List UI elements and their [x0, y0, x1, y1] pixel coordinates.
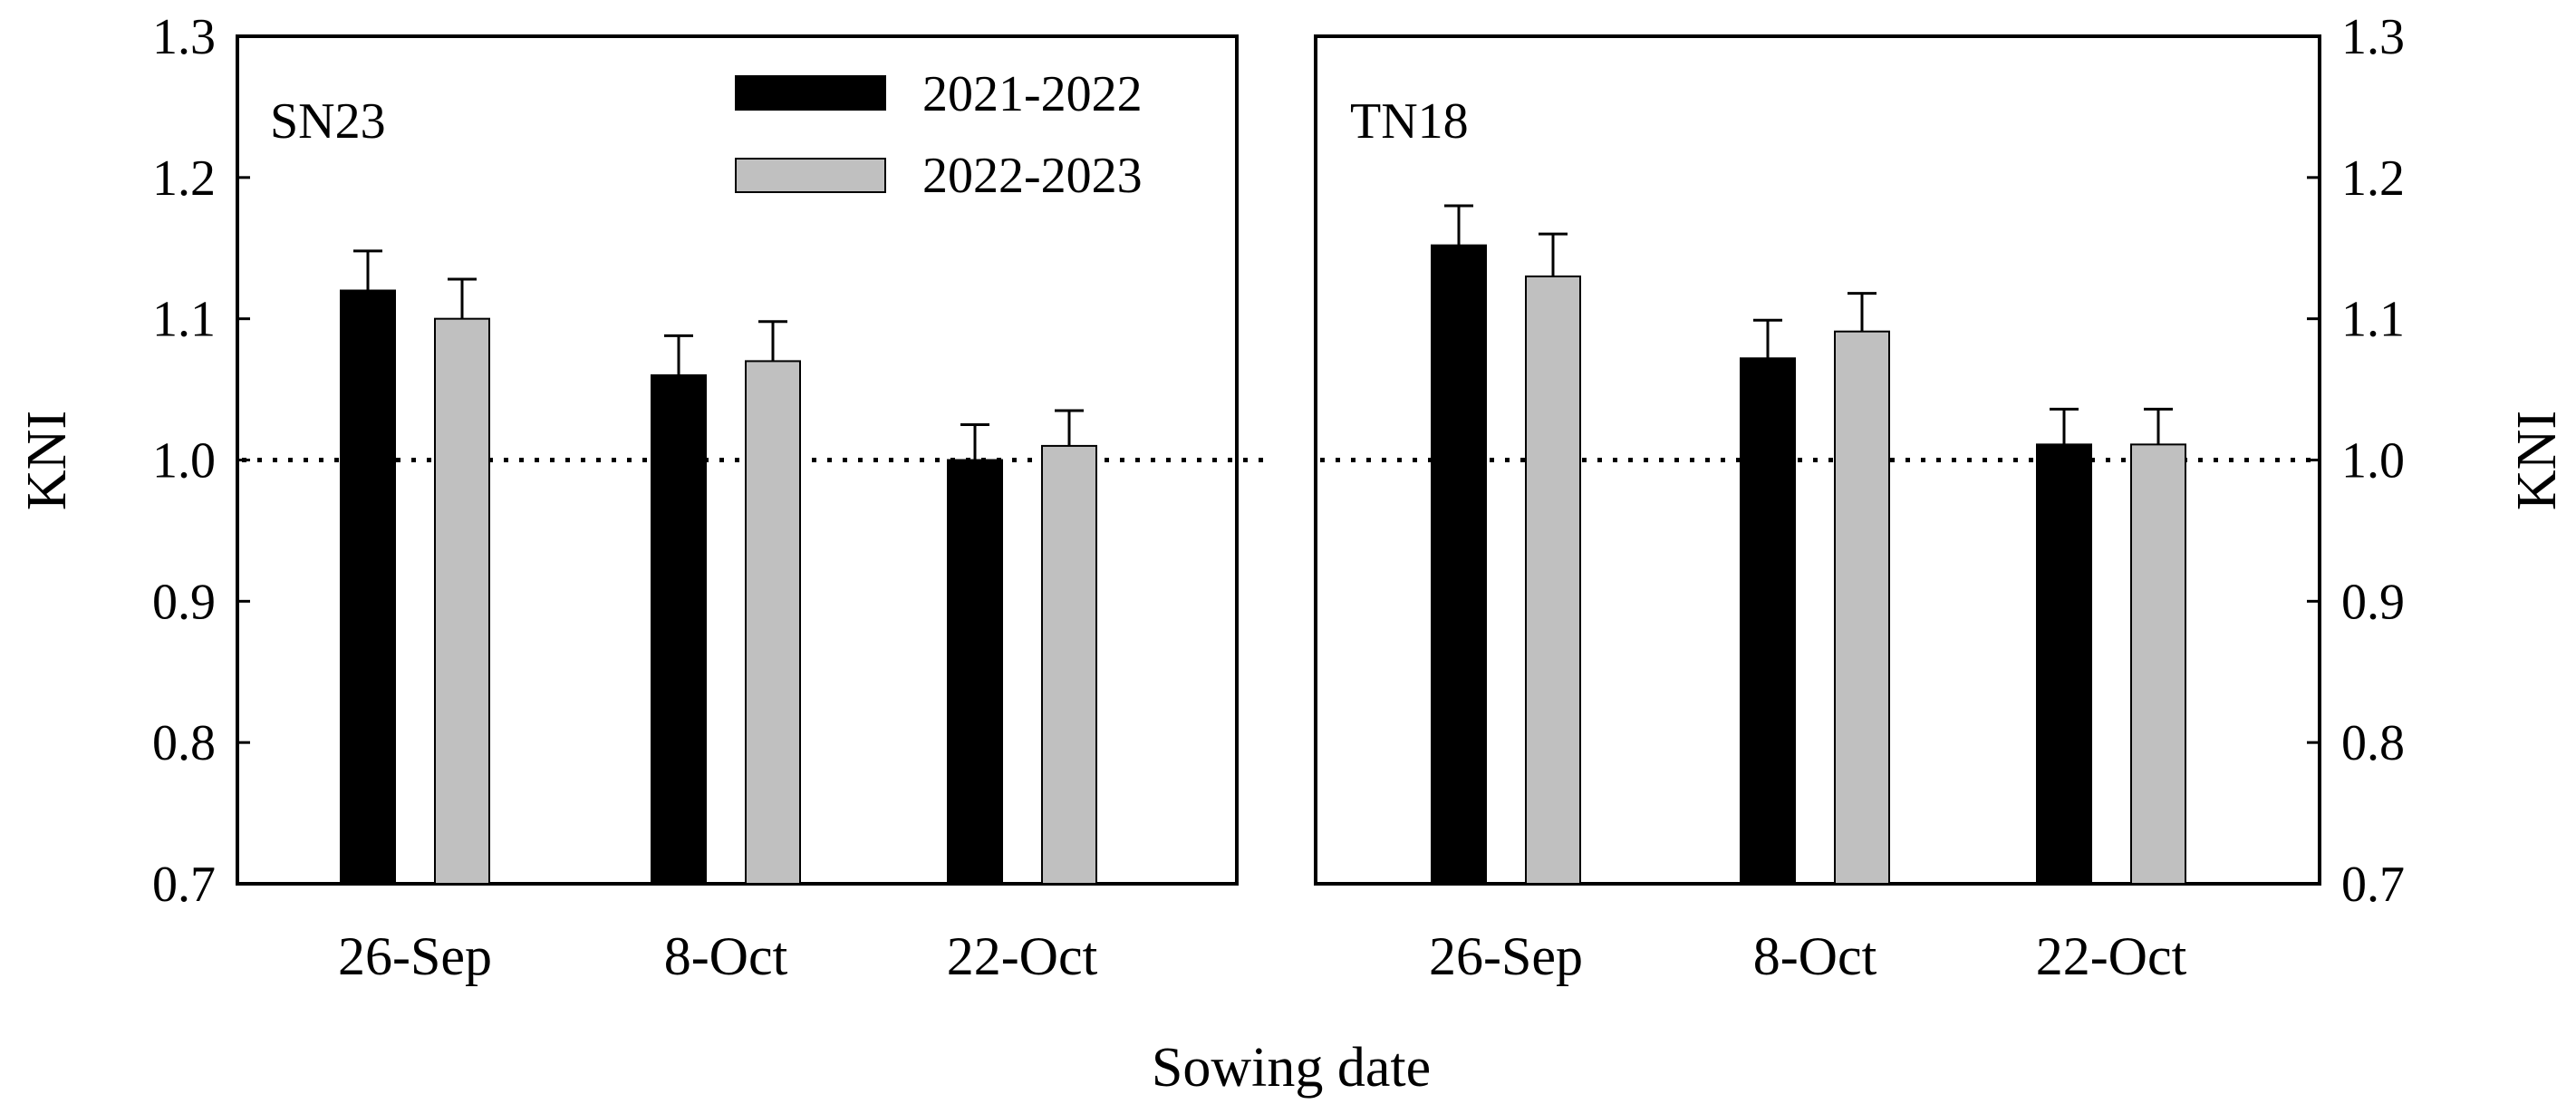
chart-marks — [340, 204, 2186, 886]
y-tick-label-right-0-7: 0.7 — [2341, 857, 2405, 913]
y-tick-label-left-0-7: 0.7 — [152, 857, 216, 913]
panel-label-sn23: SN23 — [270, 93, 386, 150]
y-tick-label-right-1-0: 1.0 — [2341, 433, 2405, 489]
y-tick-label-right-1-3: 1.3 — [2341, 9, 2405, 65]
bar-sn23-2022-2023-8-oct — [745, 360, 801, 885]
x-tick-label-sn23-26-sep: 26-Sep — [338, 926, 492, 986]
y-tick-label-right-0-9: 0.9 — [2341, 574, 2405, 630]
bar-tn18-2021-2022-8-oct — [1740, 357, 1796, 885]
legend-label-2022-2023: 2022-2023 — [922, 148, 1143, 204]
legend: 2021-2022 2022-2023 — [735, 66, 1143, 204]
bar-tn18-2022-2023-26-sep — [1525, 275, 1581, 885]
bar-sn23-2022-2023-26-sep — [434, 317, 490, 885]
x-tick-labels: 26-Sep 8-Oct 22-Oct 26-Sep 8-Oct 22-Oct — [338, 926, 2187, 986]
x-tick-label-sn23-22-oct: 22-Oct — [947, 926, 1098, 986]
x-tick-label-tn18-8-oct: 8-Oct — [1753, 926, 1877, 986]
x-tick-label-tn18-26-sep: 26-Sep — [1429, 926, 1583, 986]
x-tick-label-sn23-8-oct: 8-Oct — [664, 926, 788, 986]
y-tick-label-right-0-8: 0.8 — [2341, 715, 2405, 771]
y-tick-label-right-1-2: 1.2 — [2341, 150, 2405, 207]
y-tick-label-left-1-0: 1.0 — [152, 433, 216, 489]
bar-sn23-2021-2022-26-sep — [340, 289, 396, 885]
bar-tn18-2022-2023-8-oct — [1834, 330, 1890, 886]
legend-label-2021-2022: 2021-2022 — [922, 66, 1143, 122]
x-tick-label-tn18-22-oct: 22-Oct — [2036, 926, 2187, 986]
bar-tn18-2021-2022-22-oct — [2036, 443, 2092, 885]
y-tick-label-left-1-2: 1.2 — [152, 150, 216, 207]
y-axis-title-left: KNI — [16, 411, 78, 510]
bar-sn23-2022-2023-22-oct — [1041, 444, 1097, 885]
y-tick-label-left-0-9: 0.9 — [152, 574, 216, 630]
y-axes: 0.7 0.8 0.9 1.0 1.1 1.2 1.3 0.7 0.8 0.9 1.0 1.1 1.2 1… — [152, 9, 2405, 913]
y-tick-label-left-1-3: 1.3 — [152, 9, 216, 65]
y-tick-label-right-1-1: 1.1 — [2341, 292, 2405, 348]
x-axis-title: Sowing date — [1152, 1037, 1431, 1099]
legend-swatch-2021-2022 — [735, 75, 886, 111]
y-axis-title-right: KNI — [2506, 411, 2568, 510]
panel-label-tn18: TN18 — [1350, 93, 1469, 150]
y-tick-label-left-1-1: 1.1 — [152, 292, 216, 348]
bar-sn23-2021-2022-22-oct — [947, 459, 1003, 885]
legend-swatch-2022-2023 — [735, 158, 886, 193]
bar-tn18-2022-2023-22-oct — [2130, 443, 2186, 885]
bar-sn23-2021-2022-8-oct — [651, 374, 707, 885]
y-tick-label-left-0-8: 0.8 — [152, 715, 216, 771]
bar-tn18-2021-2022-26-sep — [1431, 244, 1487, 885]
